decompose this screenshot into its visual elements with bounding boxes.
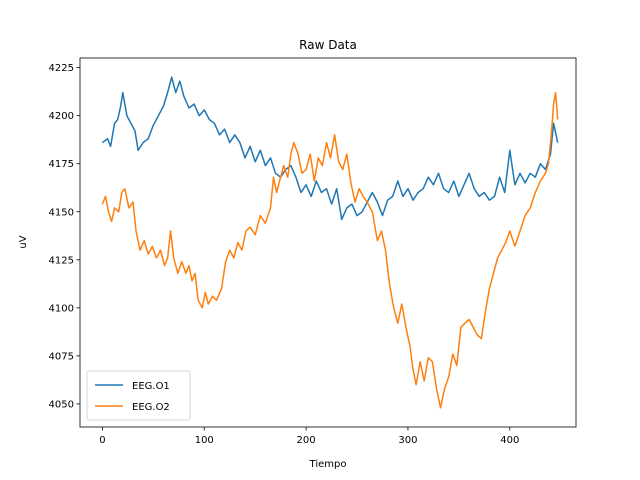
series-line-eeg-o1 [101, 76, 559, 221]
x-tick-label: 0 [99, 435, 105, 446]
plot-frame [79, 57, 577, 428]
y-tick-label: 4075 [49, 351, 74, 362]
y-axis: 4050 4075 4100 4125 4150 4175 4200 4225 [49, 63, 80, 410]
x-tick-label: 400 [500, 435, 519, 446]
y-tick-label: 4175 [49, 159, 74, 170]
plot-content [101, 76, 559, 409]
x-axis-label: Tiempo [309, 459, 347, 470]
legend-label: EEG.O2 [132, 402, 170, 413]
y-tick-label: 4050 [49, 399, 74, 410]
legend: EEG.O1 EEG.O2 [86, 370, 191, 421]
x-tick-label: 200 [297, 435, 316, 446]
y-axis-label: uV [18, 235, 29, 248]
legend-box [86, 370, 191, 421]
y-tick-label: 4150 [49, 207, 74, 218]
y-tick-label: 4125 [49, 255, 74, 266]
x-tick-label: 100 [195, 435, 214, 446]
series-line-eeg-o2 [101, 91, 559, 409]
y-tick-label: 4100 [49, 303, 74, 314]
x-tick-label: 300 [398, 435, 417, 446]
x-axis: 0 100 200 300 400 [99, 427, 519, 446]
y-tick-label: 4225 [49, 63, 74, 74]
y-tick-label: 4200 [49, 111, 74, 122]
chart-title: Raw Data [299, 38, 357, 52]
legend-label: EEG.O1 [132, 381, 170, 392]
